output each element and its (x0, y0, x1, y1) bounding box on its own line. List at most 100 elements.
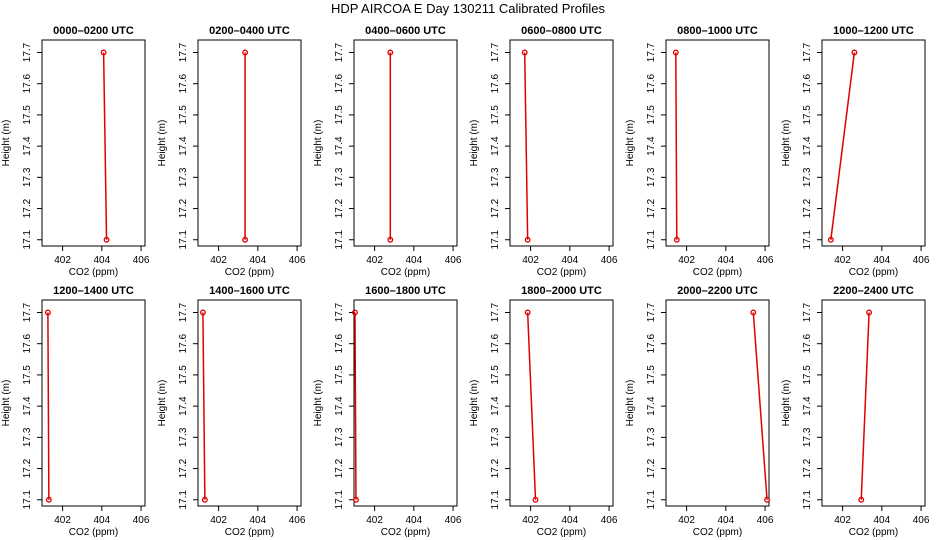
plot-frame (821, 299, 926, 507)
x-axis-label: CO2 (ppm) (693, 267, 742, 278)
x-tick-label: 402 (54, 255, 71, 266)
x-tick-label: 402 (834, 255, 851, 266)
plot-frame (197, 299, 302, 507)
x-axis-label: CO2 (ppm) (693, 527, 742, 538)
y-tick-label: 17.2 (802, 458, 813, 478)
y-tick-label: 17.5 (22, 105, 33, 125)
panel-title: 0200–0400 UTC (209, 25, 290, 37)
y-tick-label: 17.2 (334, 198, 345, 218)
y-tick-label: 17.7 (22, 302, 33, 322)
y-tick-label: 17.5 (22, 365, 33, 385)
profile-line (47, 312, 50, 500)
y-tick-label: 17.6 (22, 74, 33, 94)
y-tick-label: 17.3 (178, 427, 189, 447)
profile-line (523, 52, 529, 240)
y-axis-label: Height (m) (157, 120, 168, 167)
x-tick-label: 406 (757, 255, 774, 266)
x-tick-label: 404 (405, 515, 422, 526)
x-tick-label: 404 (249, 255, 266, 266)
y-tick-label: 17.7 (646, 42, 657, 62)
y-tick-label: 17.7 (646, 302, 657, 322)
y-tick-label: 17.5 (646, 365, 657, 385)
y-tick-label: 17.1 (490, 230, 501, 250)
profile-line (860, 312, 870, 500)
y-tick-label: 17.4 (334, 136, 345, 156)
x-axis-label: CO2 (ppm) (69, 527, 118, 538)
panel-title: 1000–1200 UTC (833, 25, 914, 37)
y-tick-label: 17.4 (22, 396, 33, 416)
y-tick-label: 17.1 (646, 230, 657, 250)
x-tick-label: 406 (601, 515, 618, 526)
panel-title: 1600–1800 UTC (365, 285, 446, 297)
y-tick-label: 17.7 (490, 302, 501, 322)
x-axis-label: CO2 (ppm) (381, 267, 430, 278)
y-tick-label: 17.3 (22, 167, 33, 187)
x-tick-label: 406 (133, 255, 150, 266)
y-axis-label: Height (m) (1, 120, 12, 167)
x-tick-label: 406 (445, 515, 462, 526)
x-tick-label: 404 (873, 255, 890, 266)
x-tick-label: 404 (93, 255, 110, 266)
y-tick-label: 17.5 (490, 105, 501, 125)
y-tick-label: 17.3 (178, 167, 189, 187)
y-tick-label: 17.2 (646, 198, 657, 218)
y-axis-label: Height (m) (469, 380, 480, 427)
y-tick-label: 17.1 (334, 490, 345, 510)
x-tick-label: 402 (522, 515, 539, 526)
y-axis-label: Height (m) (625, 120, 636, 167)
x-tick-label: 402 (522, 255, 539, 266)
y-tick-label: 17.4 (178, 396, 189, 416)
plot-frame (665, 39, 770, 247)
y-tick-label: 17.5 (490, 365, 501, 385)
y-tick-label: 17.2 (490, 198, 501, 218)
profile-line (752, 312, 768, 500)
profile-line (675, 52, 678, 240)
y-axis-label: Height (m) (625, 380, 636, 427)
x-axis-label: CO2 (ppm) (381, 527, 430, 538)
x-axis-label: CO2 (ppm) (225, 527, 274, 538)
y-tick-label: 17.7 (178, 42, 189, 62)
x-tick-label: 406 (133, 515, 150, 526)
y-tick-label: 17.3 (802, 427, 813, 447)
x-tick-label: 404 (717, 255, 734, 266)
profile-line (830, 52, 856, 240)
y-tick-label: 17.5 (178, 365, 189, 385)
y-tick-label: 17.2 (802, 198, 813, 218)
x-axis-label: CO2 (ppm) (849, 267, 898, 278)
y-tick-label: 17.3 (334, 427, 345, 447)
y-tick-label: 17.4 (490, 136, 501, 156)
y-tick-label: 17.6 (490, 74, 501, 94)
x-tick-label: 406 (601, 255, 618, 266)
y-tick-label: 17.6 (334, 74, 345, 94)
x-tick-label: 402 (210, 515, 227, 526)
x-tick-label: 402 (210, 255, 227, 266)
x-tick-label: 406 (913, 255, 930, 266)
profile-point (199, 309, 206, 316)
profile-point (242, 236, 249, 243)
x-tick-label: 404 (717, 515, 734, 526)
y-tick-label: 17.1 (802, 490, 813, 510)
y-tick-label: 17.7 (490, 42, 501, 62)
x-tick-label: 402 (54, 515, 71, 526)
y-tick-label: 17.5 (802, 365, 813, 385)
y-tick-label: 17.1 (22, 490, 33, 510)
profile-point (532, 496, 539, 503)
x-axis-label: CO2 (ppm) (225, 267, 274, 278)
y-tick-label: 17.1 (802, 230, 813, 250)
plot-frame (197, 39, 302, 247)
y-tick-label: 17.5 (334, 365, 345, 385)
y-tick-label: 17.2 (22, 198, 33, 218)
x-tick-label: 406 (289, 255, 306, 266)
panel-title: 1400–1600 UTC (209, 285, 290, 297)
y-axis-label: Height (m) (781, 120, 792, 167)
y-tick-label: 17.2 (178, 198, 189, 218)
plot-frame (353, 299, 458, 507)
y-tick-label: 17.7 (802, 302, 813, 322)
profile-point (858, 496, 865, 503)
profile-line (202, 312, 206, 500)
x-tick-label: 406 (913, 515, 930, 526)
y-tick-label: 17.6 (646, 74, 657, 94)
plot-frame (509, 299, 614, 507)
y-axis-label: Height (m) (157, 380, 168, 427)
y-axis-label: Height (m) (313, 120, 324, 167)
